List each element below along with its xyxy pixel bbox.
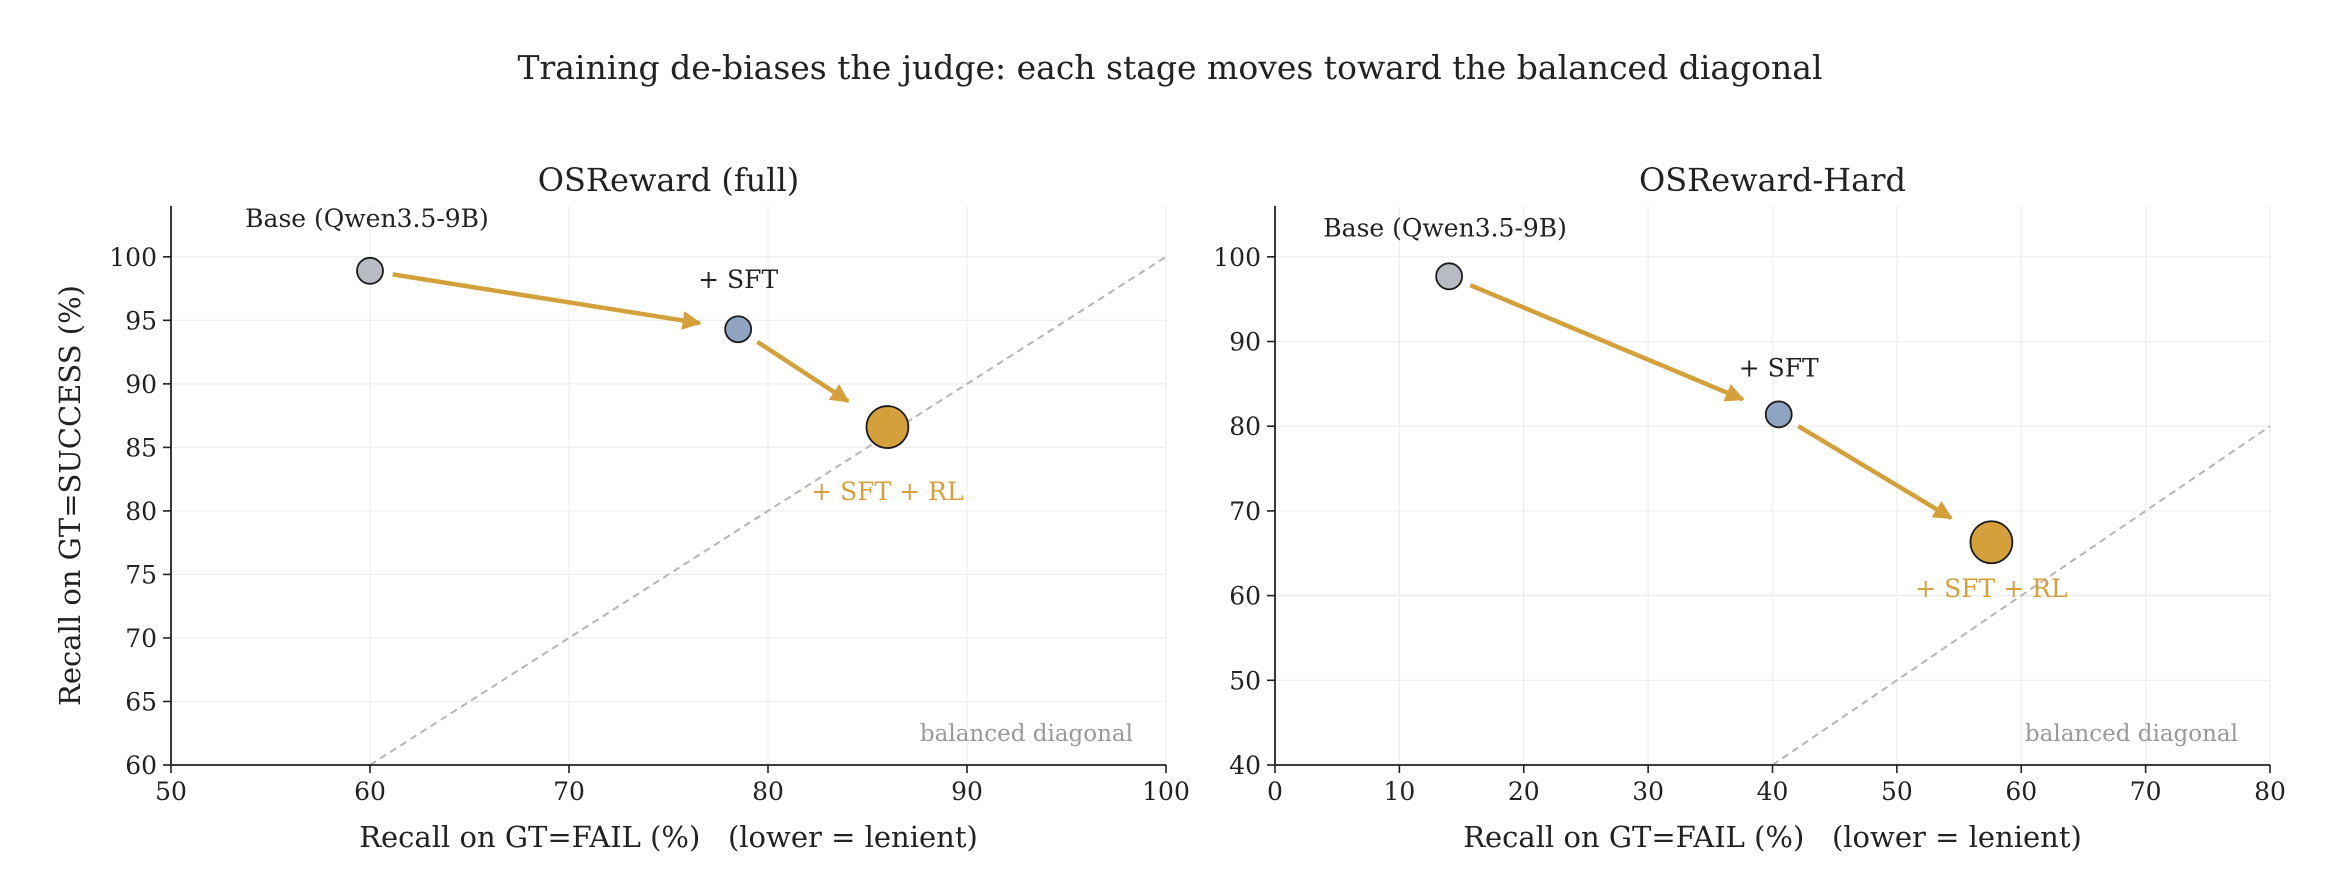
x-tick-label: 90 (951, 777, 983, 806)
y-tick-label: 65 (125, 687, 157, 716)
y-tick-label: 80 (125, 497, 157, 526)
y-tick-label: 50 (1229, 666, 1261, 695)
y-tick-label: 70 (1229, 497, 1261, 526)
y-axis-label: Recall on GT=SUCCESS (%) (53, 285, 87, 706)
stage-arrow (392, 272, 702, 330)
x-tick-label: 80 (2254, 777, 2286, 806)
x-tick-label: 0 (1267, 777, 1283, 806)
balanced-diagonal-line (1771, 425, 2271, 766)
point-base (1435, 262, 1464, 291)
point-rl (865, 405, 910, 449)
y-tick-label: 85 (125, 433, 157, 462)
x-tick-label: 60 (354, 777, 386, 806)
x-tick-label: 20 (1508, 777, 1540, 806)
y-tick-label: 95 (125, 306, 157, 335)
stage-arrow (1797, 424, 1953, 520)
y-tick-label: 60 (125, 751, 157, 780)
diagonal-label: balanced diagonal (920, 721, 1133, 747)
x-tick-label: 60 (2005, 777, 2037, 806)
y-tick-label: 100 (1213, 243, 1261, 272)
y-tick-label: 90 (125, 370, 157, 399)
point-rl (1969, 520, 2014, 565)
point-label-sft: + SFT (698, 265, 778, 294)
point-label-base: Base (Qwen3.5-9B) (1323, 213, 1567, 242)
x-axis-label: Recall on GT=FAIL (%) (lower = lenient) (1463, 820, 2082, 854)
y-tick-label: 70 (125, 624, 157, 653)
point-label-base: Base (Qwen3.5-9B) (245, 204, 489, 233)
chart-title: OSReward (full) (538, 161, 800, 199)
x-tick-label: 70 (2130, 777, 2162, 806)
y-tick-label: 75 (125, 560, 157, 589)
figure-title: Training de-biases the judge: each stage… (517, 48, 1823, 87)
x-tick-label: 10 (1383, 777, 1415, 806)
x-tick-label: 70 (553, 777, 585, 806)
point-sft (724, 315, 753, 344)
point-sft (1764, 400, 1793, 429)
x-tick-label: 50 (1881, 777, 1913, 806)
y-tick-label: 40 (1229, 751, 1261, 780)
x-axis-label: Recall on GT=FAIL (%) (lower = lenient) (359, 820, 978, 854)
chart-title: OSReward-Hard (1639, 161, 1906, 199)
point-label-rl: + SFT + RL (811, 477, 963, 506)
stage-arrow (756, 339, 850, 404)
x-tick-label: 100 (1142, 777, 1190, 806)
y-tick-label: 80 (1229, 412, 1261, 441)
x-tick-label: 40 (1757, 777, 1789, 806)
x-tick-label: 80 (752, 777, 784, 806)
x-tick-label: 50 (155, 777, 187, 806)
point-label-sft: + SFT (1739, 353, 1819, 382)
y-tick-label: 100 (109, 243, 157, 272)
stage-arrow (1469, 283, 1745, 402)
x-tick-label: 30 (1632, 777, 1664, 806)
y-tick-label: 90 (1229, 328, 1261, 357)
y-tick-label: 60 (1229, 582, 1261, 611)
chart-panel-2: balanced diagonal 0 10 20 30 40 50 60 70 80 40 50 60… (1213, 161, 2286, 854)
point-label-rl: + SFT + RL (1915, 574, 2067, 603)
balanced-diagonal-line (369, 255, 1167, 766)
diagonal-label: balanced diagonal (2025, 721, 2238, 747)
point-base (356, 256, 384, 285)
